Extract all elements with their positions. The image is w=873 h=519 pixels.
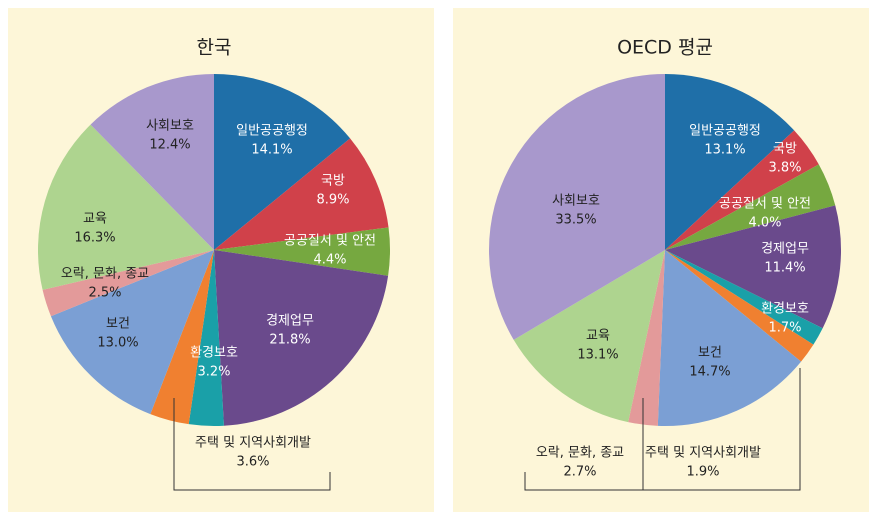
pie-slice xyxy=(513,250,665,423)
pie-slice xyxy=(665,130,819,250)
chart-title: OECD 평균 xyxy=(617,37,713,59)
slice-value: 13.0% xyxy=(97,336,138,351)
slice-value: 33.5% xyxy=(555,213,596,228)
slice-label: 국방 xyxy=(321,174,345,189)
slice-label: 사회보호 xyxy=(146,119,194,134)
pie-slice xyxy=(665,164,836,250)
slice-label: 교육 xyxy=(586,329,610,344)
leader-line xyxy=(643,368,801,491)
slice-label: 공공질서 및 안전 xyxy=(284,234,376,249)
pie-slice xyxy=(665,250,823,345)
pie-slice xyxy=(214,250,389,426)
pie-slice xyxy=(665,250,814,362)
pie-slice xyxy=(214,227,390,276)
leader-line xyxy=(173,398,331,491)
leader-line xyxy=(524,398,644,491)
slice-label: 보건 xyxy=(698,346,722,361)
slice-value: 16.3% xyxy=(74,231,115,246)
slice-value: 11.4% xyxy=(764,261,805,276)
pie-slice xyxy=(90,74,214,250)
slice-value: 14.1% xyxy=(251,143,292,158)
slice-value: 2.5% xyxy=(88,286,121,301)
slice-label: 경제업무 xyxy=(761,242,809,257)
slice-value: 3.6% xyxy=(236,455,269,470)
pie-slice xyxy=(488,73,665,340)
slice-label: 일반공공행정 xyxy=(689,123,761,139)
slice-label: 교육 xyxy=(83,212,107,227)
pie-slice xyxy=(42,250,214,317)
slice-label: 주택 및 지역사회개발 xyxy=(645,446,761,461)
pie-slice xyxy=(628,250,665,426)
slice-value: 13.1% xyxy=(577,348,618,363)
slice-value: 1.9% xyxy=(686,465,719,480)
slice-value: 13.1% xyxy=(704,143,745,158)
pie-slice xyxy=(214,138,389,250)
slice-value: 2.7% xyxy=(563,465,596,480)
pie-slice xyxy=(188,250,224,427)
slice-label: 사회보호 xyxy=(552,194,600,209)
slice-label: 일반공공행정 xyxy=(236,123,308,139)
pie-slice xyxy=(214,74,351,250)
slice-value: 8.9% xyxy=(316,193,349,208)
slice-value: 3.2% xyxy=(197,365,230,380)
pie-slice xyxy=(150,250,214,425)
slice-label: 환경보호 xyxy=(761,302,809,317)
slice-value: 21.8% xyxy=(269,333,310,348)
slice-value: 4.0% xyxy=(748,216,781,231)
chart-title: 한국 xyxy=(197,37,232,59)
slice-value: 14.7% xyxy=(689,365,730,380)
slice-label: 경제업무 xyxy=(266,314,314,329)
slice-value: 3.8% xyxy=(768,161,801,176)
slice-label: 주택 및 지역사회개발 xyxy=(195,436,311,451)
pie-slice xyxy=(665,74,795,250)
pie-slice xyxy=(657,250,802,426)
slice-label: 오락, 문화, 종교 xyxy=(61,267,149,282)
slice-label: 보건 xyxy=(106,317,130,332)
slice-label: 환경보호 xyxy=(190,346,238,361)
slice-label: 국방 xyxy=(773,142,797,157)
slice-value: 4.4% xyxy=(313,253,346,268)
pie-slice xyxy=(38,124,214,290)
pie-slice xyxy=(665,205,841,329)
slice-label: 오락, 문화, 종교 xyxy=(536,446,624,461)
slice-label: 공공질서 및 안전 xyxy=(719,197,811,212)
slice-value: 12.4% xyxy=(149,138,190,153)
slice-value: 1.7% xyxy=(768,321,801,336)
pie-slice xyxy=(50,250,214,415)
